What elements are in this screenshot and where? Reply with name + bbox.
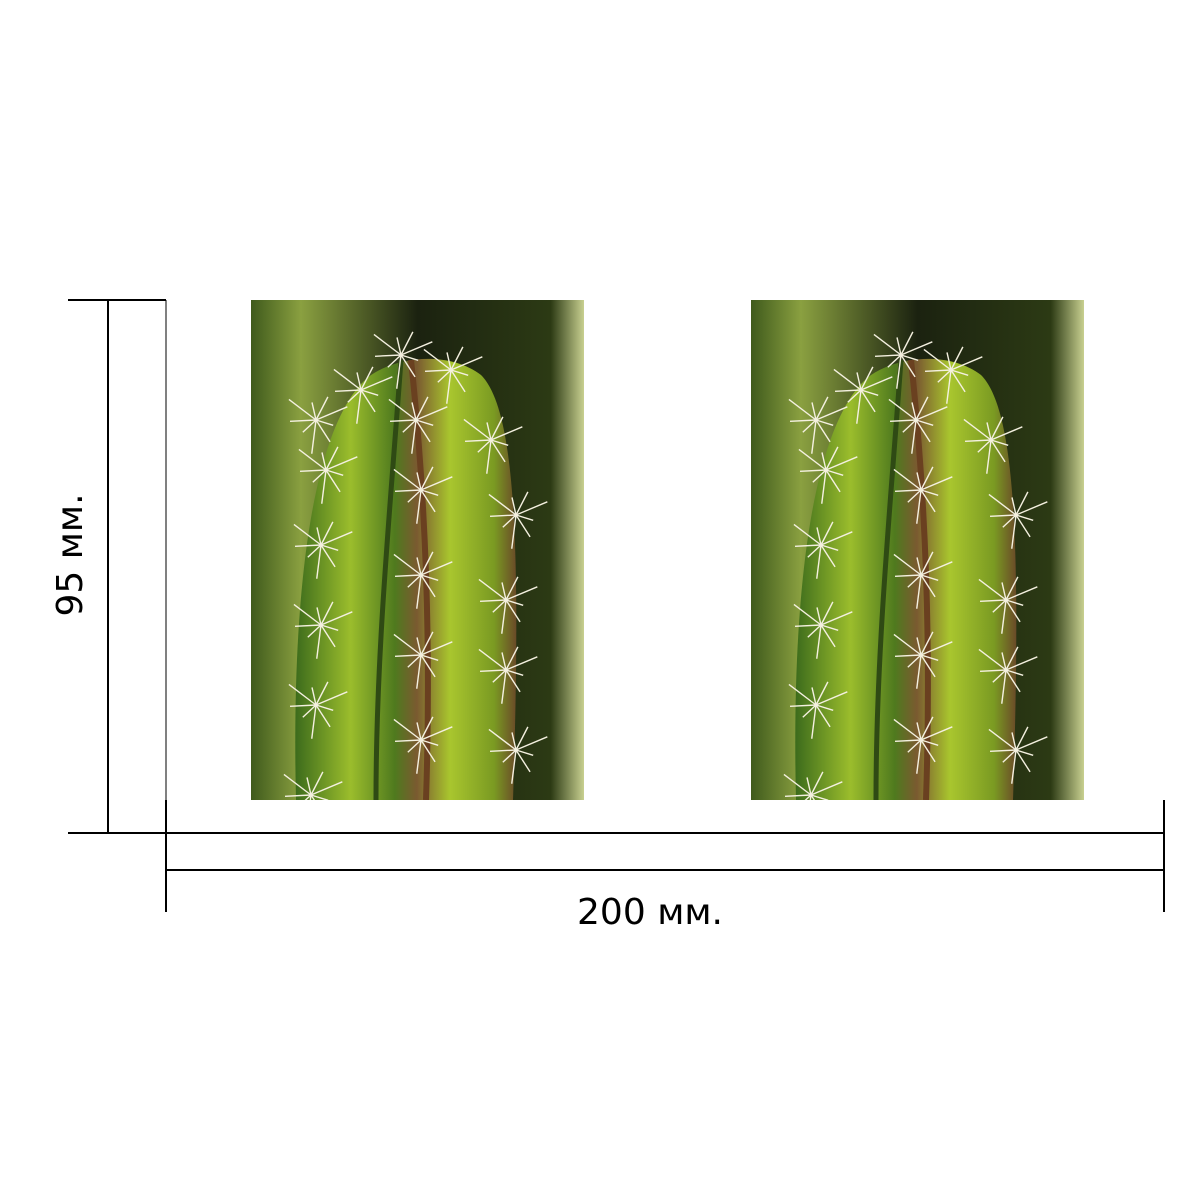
height-label: 95 мм. — [50, 493, 91, 616]
product-photo — [251, 300, 584, 829]
width-label: 200 мм. — [577, 892, 723, 933]
product-photo — [751, 300, 1084, 829]
height-dimension: 95 мм. — [50, 299, 167, 834]
width-dimension: 200 мм. — [165, 800, 1165, 933]
